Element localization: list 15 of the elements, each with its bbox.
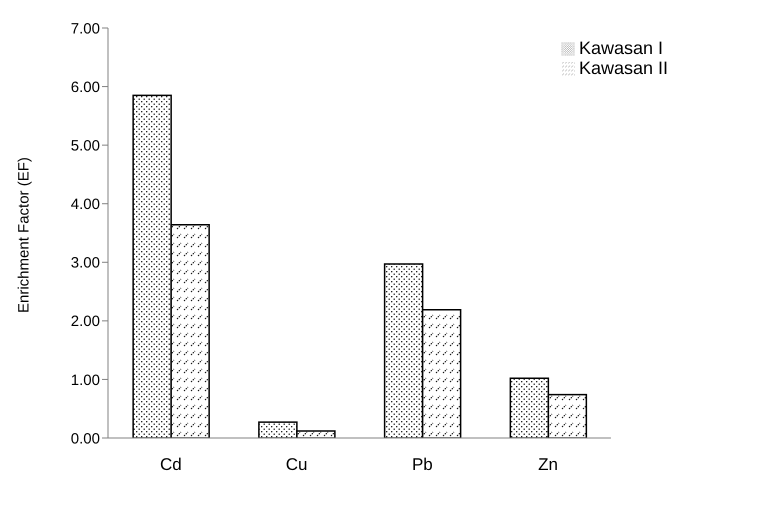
x-tick-label: Zn (538, 455, 558, 474)
y-axis-title: Enrichment Factor (EF) (15, 157, 32, 313)
legend-label: Kawasan I (578, 38, 663, 58)
x-tick-label: Pb (412, 455, 433, 474)
y-tick-label: 7.00 (70, 20, 100, 38)
y-tick-label: 3.00 (70, 254, 100, 272)
y-tick-label: 5.00 (70, 137, 100, 154)
y-tick-label: 1.00 (70, 372, 100, 389)
y-tick-label: 6.00 (70, 78, 100, 96)
x-tick-label: Cu (286, 455, 308, 474)
y-tick-label: 2.00 (70, 313, 100, 330)
y-tick-label: 0.00 (70, 430, 100, 448)
x-tick-label: Cd (160, 455, 182, 474)
y-tick-label: 4.00 (70, 196, 100, 214)
legend-label: Kawasan II (578, 58, 668, 78)
